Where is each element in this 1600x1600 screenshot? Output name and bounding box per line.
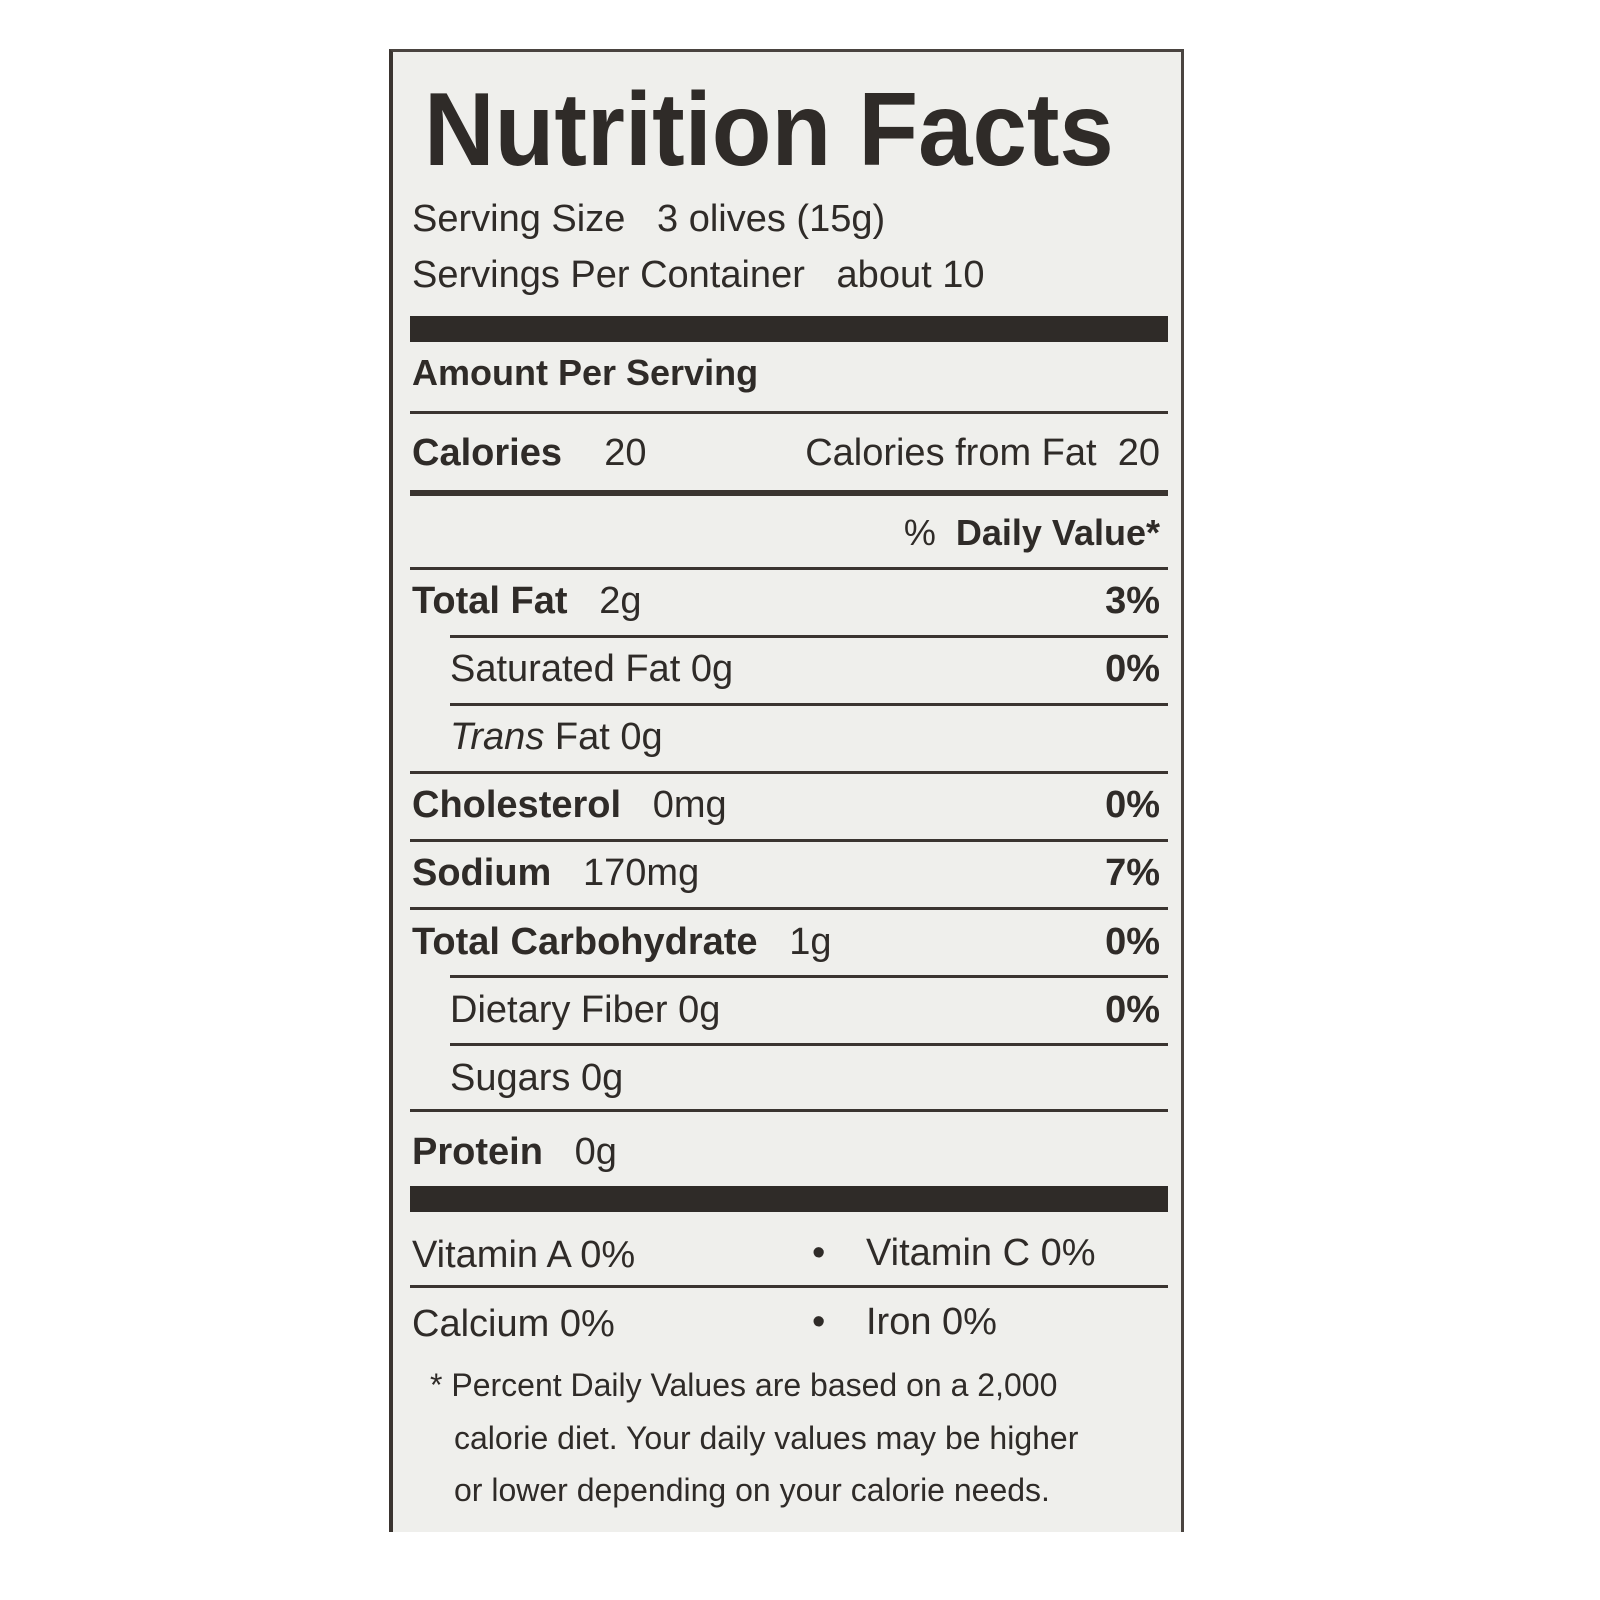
divider — [410, 567, 1168, 570]
nutrient-label: Total Fat — [412, 580, 568, 622]
daily-value-label: Daily Value* — [955, 512, 1160, 553]
calories-value: 20 — [604, 432, 647, 474]
calories-from-fat-value: 20 — [1117, 432, 1160, 474]
daily-value-header: % Daily Value* — [904, 515, 1160, 551]
calories-from-fat-label: Calories from Fat — [805, 432, 1097, 474]
nutrient-amount: Fat 0g — [554, 716, 663, 758]
calories-label: Calories — [412, 432, 562, 474]
servings-label: Servings Per Container — [412, 254, 805, 296]
divider — [410, 411, 1168, 414]
nutrition-label-panel — [389, 49, 1184, 1532]
vitamin-label: Iron — [866, 1301, 932, 1343]
divider — [450, 703, 1168, 706]
serving-size-label: Serving Size — [412, 198, 626, 240]
vitamin-a: Vitamin A 0% — [412, 1236, 635, 1274]
nutrient-amount: 0g — [690, 648, 734, 690]
nutrient-row: Sodium 170mg — [412, 854, 699, 892]
daily-value-percent: 7% — [1105, 852, 1160, 894]
daily-value-percent: 0% — [1105, 648, 1160, 690]
servings-value: about 10 — [836, 254, 985, 296]
vitamin-value: 0% — [942, 1301, 997, 1343]
divider — [450, 1043, 1168, 1046]
divider — [410, 839, 1168, 842]
vitamin-label: Vitamin C — [866, 1232, 1031, 1274]
nutrient-row: Saturated Fat 0g — [450, 650, 733, 688]
nutrient-label: Total Carbohydrate — [412, 921, 758, 963]
serving-size-value: 3 olives (15g) — [657, 198, 886, 240]
medium-divider — [410, 490, 1168, 496]
vitamin-label: Vitamin A — [412, 1234, 570, 1276]
divider — [410, 1285, 1168, 1288]
footnote-line: or lower depending on your calorie needs… — [454, 1472, 1050, 1508]
nutrient-row: Dietary Fiber 0g — [450, 991, 720, 1029]
nutrient-amount: 0g — [574, 1131, 617, 1173]
calories-row: Calories 20 — [412, 434, 646, 472]
nutrient-row: Total Carbohydrate 1g — [412, 923, 832, 961]
nutrient-amount: 0g — [580, 1057, 624, 1099]
nutrient-label: Saturated Fat — [450, 648, 681, 690]
nutrient-amount: 0mg — [652, 784, 727, 826]
iron: Iron 0% — [866, 1303, 997, 1341]
servings-per-container: Servings Per Container about 10 — [412, 256, 984, 294]
daily-value-percent: 0% — [1105, 784, 1160, 826]
nutrient-label: Dietary Fiber — [450, 989, 668, 1031]
nutrient-row: Protein 0g — [412, 1133, 617, 1171]
vitamin-value: 0% — [1040, 1232, 1096, 1274]
bullet: • — [812, 1301, 826, 1343]
daily-value-percent: 0% — [1105, 989, 1160, 1031]
divider — [410, 907, 1168, 910]
divider — [410, 1109, 1168, 1112]
nutrient-row: Total Fat 2g — [412, 582, 641, 620]
nutrient-amount: 0g — [678, 989, 721, 1031]
daily-value-percent: 0% — [1105, 921, 1160, 963]
nutrient-amount: 170mg — [583, 852, 700, 894]
amount-per-serving: Amount Per Serving — [412, 352, 759, 393]
nutrient-label: Protein — [412, 1131, 543, 1173]
daily-value-percent: 3% — [1105, 580, 1160, 622]
nutrient-label: Cholesterol — [412, 784, 622, 826]
bullet: • — [812, 1232, 826, 1274]
divider — [450, 635, 1168, 638]
nutrient-label: Sugars — [450, 1057, 571, 1099]
pct-sign: % — [903, 512, 936, 553]
calories-from-fat: Calories from Fat 20 — [805, 434, 1160, 472]
nutrient-row: Trans Fat 0g — [450, 718, 663, 756]
nutrient-amount: 1g — [789, 921, 832, 963]
footnote-line: * Percent Daily Values are based on a 2,… — [430, 1367, 1058, 1403]
nutrient-label: Trans — [450, 716, 545, 758]
serving-size: Serving Size 3 olives (15g) — [412, 200, 885, 238]
thick-divider — [410, 1186, 1168, 1212]
vitamin-c: Vitamin C 0% — [866, 1234, 1096, 1272]
nutrient-row: Sugars 0g — [450, 1059, 623, 1097]
calcium: Calcium 0% — [412, 1305, 615, 1343]
vitamin-value: 0% — [559, 1303, 615, 1345]
footnote-line: calorie diet. Your daily values may be h… — [454, 1420, 1079, 1456]
divider — [410, 771, 1168, 774]
vitamin-value: 0% — [580, 1234, 636, 1276]
nutrient-amount: 2g — [599, 580, 642, 622]
nutrient-label: Sodium — [412, 852, 552, 894]
thick-divider — [410, 316, 1168, 342]
divider — [450, 975, 1168, 978]
nutrient-row: Cholesterol 0mg — [412, 786, 727, 824]
vitamin-label: Calcium — [412, 1303, 550, 1345]
label-title: Nutrition Facts — [424, 72, 1114, 188]
